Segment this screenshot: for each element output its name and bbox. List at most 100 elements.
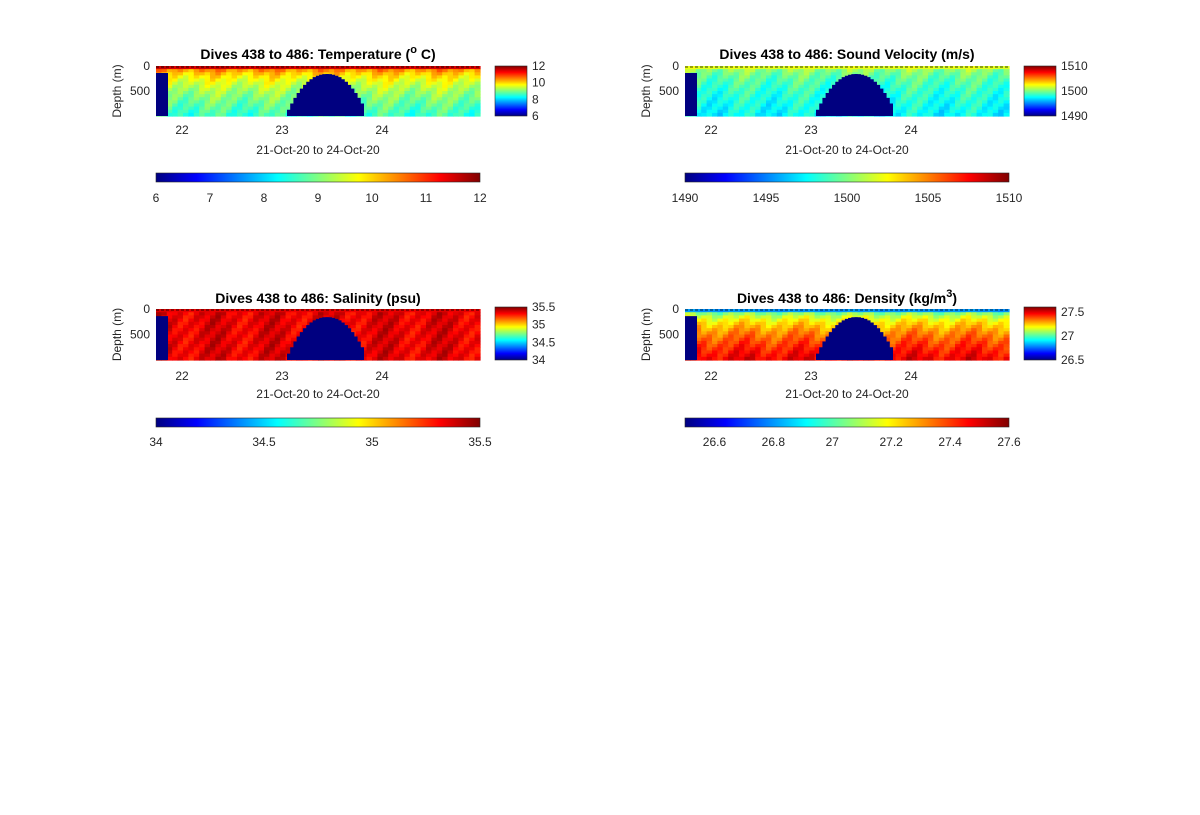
sound_velocity-y-tick-label: 0 <box>672 59 679 73</box>
density-heatmap-cell <box>728 331 735 336</box>
temperature-heatmap-cell <box>280 72 287 76</box>
sound_velocity-heatmap-cell <box>776 87 783 92</box>
salinity-heatmap-cell <box>355 334 362 339</box>
salinity-heatmap-cell <box>458 350 465 355</box>
density-heatmap-cell <box>890 309 897 313</box>
sound_velocity-heatmap-cell <box>776 72 783 76</box>
sound_velocity-heatmap-cell <box>760 72 767 76</box>
density-heatmap-cell <box>712 331 718 336</box>
sound_velocity-heatmap-cell <box>712 109 718 114</box>
sound_velocity-heatmap-cell <box>787 109 794 114</box>
temperature-heatmap-cell <box>426 87 432 92</box>
sound_velocity-heatmap-cell <box>793 78 799 83</box>
temperature-heatmap-cell <box>193 81 200 86</box>
temperature-heatmap-cell <box>453 109 459 114</box>
temperature-heatmap-cell <box>177 81 184 86</box>
sound_velocity-heatmap-cell <box>793 97 799 101</box>
sound_velocity-heatmap-cell <box>895 78 902 83</box>
temperature-heatmap-cell <box>382 81 389 86</box>
sound_velocity-heatmap-cell <box>706 112 713 117</box>
sound_velocity-heatmap-cell <box>890 66 897 70</box>
density-heatmap-cell <box>787 344 794 348</box>
sound_velocity-heatmap-cell <box>922 69 929 73</box>
temperature-heatmap-cell <box>280 91 287 95</box>
salinity-heatmap-cell <box>377 318 384 323</box>
salinity-heatmap-cell <box>247 356 254 361</box>
salinity-heatmap-cell <box>220 324 227 329</box>
sound_velocity-heatmap-cell <box>809 78 816 83</box>
temperature-heatmap-cell <box>453 97 459 101</box>
sound_velocity-heatmap-cell <box>701 97 708 101</box>
density-heatmap-cell <box>895 331 902 336</box>
sound_velocity-heatmap-cell <box>976 106 983 111</box>
salinity-heatmap-cell <box>183 309 189 313</box>
sound_velocity-heatmap-cell <box>879 72 886 76</box>
temperature-heatmap-cell <box>226 91 233 95</box>
salinity-heatmap-cell <box>409 315 416 320</box>
density-heatmap-cell <box>766 321 772 326</box>
sound_velocity-heatmap-cell <box>820 84 826 89</box>
salinity-bottom-colorbar-tick: 34.5 <box>252 435 276 449</box>
sound_velocity-heatmap-cell <box>906 109 913 114</box>
temperature-heatmap-cell <box>274 112 281 117</box>
density-heatmap-cell <box>722 315 729 320</box>
density-heatmap-cell <box>733 309 740 313</box>
density-heatmap-cell <box>739 331 745 336</box>
sound_velocity-y-tick-label: 500 <box>659 84 679 98</box>
density-bottom-colorbar-tick: 27.6 <box>997 435 1021 449</box>
sound_velocity-heatmap-cell <box>820 69 826 73</box>
salinity-y-tick-label: 500 <box>130 328 150 342</box>
salinity-heatmap-cell <box>436 331 443 336</box>
temperature-heatmap-cell <box>280 97 287 101</box>
salinity-heatmap-cell <box>274 350 281 355</box>
temperature-heatmap-cell <box>215 81 222 86</box>
salinity-heatmap-cell <box>301 315 308 320</box>
salinity-heatmap-cell <box>177 334 184 339</box>
temperature-heatmap-cell <box>204 87 211 92</box>
sound_velocity-heatmap-cell <box>933 66 940 70</box>
density-heatmap-cell <box>890 334 897 339</box>
salinity-heatmap-cell <box>442 347 449 352</box>
salinity-heatmap-cell <box>372 353 378 358</box>
sound_velocity-heatmap-cell <box>874 72 880 76</box>
sound_velocity-heatmap-cell <box>998 94 1005 98</box>
salinity-heatmap-cell <box>388 334 395 339</box>
density-heatmap-cell <box>787 356 794 361</box>
salinity-heatmap-cell <box>453 344 459 348</box>
salinity-heatmap-cell <box>469 315 476 320</box>
temperature-heatmap-cell <box>301 78 308 83</box>
sound_velocity-heatmap-cell <box>917 81 924 86</box>
temperature-heatmap-cell <box>463 81 470 86</box>
temperature-heatmap-cell <box>469 91 476 95</box>
salinity-heatmap-cell <box>366 353 373 358</box>
sound_velocity-heatmap-cell <box>911 100 918 105</box>
salinity-heatmap-cell <box>442 312 449 316</box>
sound_velocity-heatmap-cell <box>798 97 805 101</box>
density-heatmap-cell <box>987 347 994 352</box>
salinity-heatmap-cell <box>183 324 189 329</box>
density-heatmap-cell <box>960 334 967 339</box>
density-heatmap-cell <box>728 328 735 332</box>
temperature-heatmap-cell <box>220 75 227 80</box>
sound_velocity-heatmap-cell <box>965 75 972 80</box>
salinity-heatmap-cell <box>285 312 292 316</box>
sound_velocity-heatmap-cell <box>901 97 907 101</box>
density-heatmap-cell <box>771 331 778 336</box>
temperature-heatmap-cell <box>188 87 195 92</box>
salinity-heatmap-cell <box>253 340 260 345</box>
salinity-heatmap-cell <box>210 347 216 352</box>
density-heatmap-cell <box>857 312 864 316</box>
temperature-heatmap-cell <box>393 87 400 92</box>
temperature-heatmap-cell <box>382 97 389 101</box>
temperature-heatmap-cell <box>177 72 184 76</box>
temperature-heatmap-cell <box>426 72 432 76</box>
sound_velocity-heatmap-cell <box>965 97 972 101</box>
density-heatmap-cell <box>760 350 767 355</box>
density-heatmap-cell <box>1003 350 1010 355</box>
density-heatmap-cell <box>933 344 940 348</box>
sound_velocity-heatmap-cell <box>793 81 799 86</box>
temperature-heatmap-cell <box>226 94 233 98</box>
salinity-heatmap-cell <box>285 309 292 313</box>
temperature-heatmap-cell <box>215 106 222 111</box>
temperature-heatmap-cell <box>210 112 216 117</box>
